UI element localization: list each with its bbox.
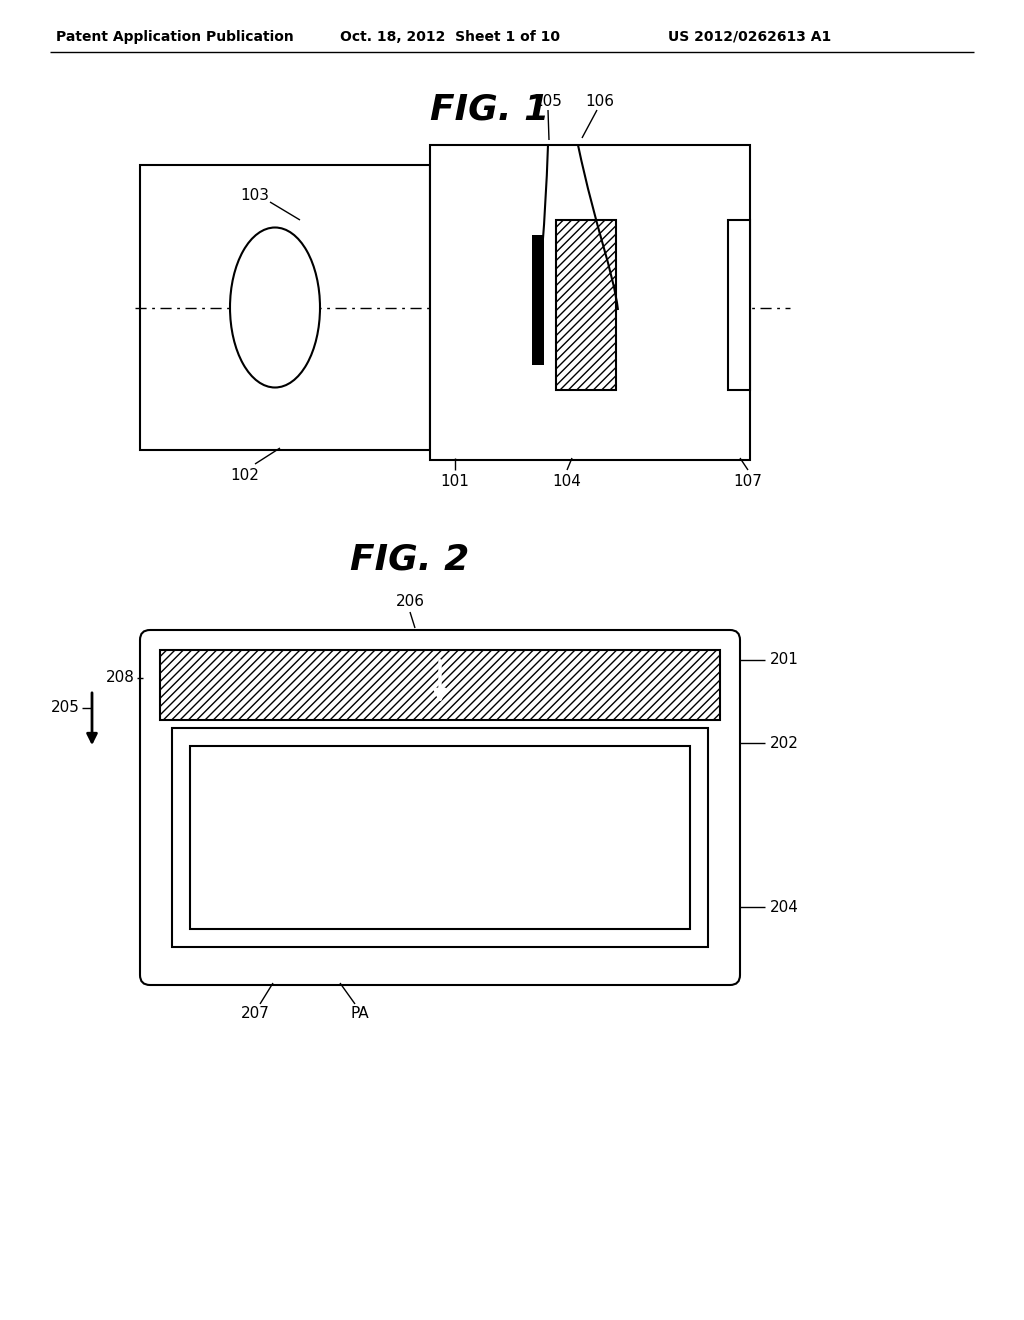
Text: 107: 107	[733, 474, 763, 490]
Text: 202: 202	[770, 735, 799, 751]
Text: 103: 103	[241, 187, 269, 202]
Text: 201: 201	[770, 652, 799, 668]
Text: 208: 208	[106, 671, 135, 685]
Bar	[160, 649, 720, 719]
Ellipse shape	[230, 227, 319, 388]
Text: 205: 205	[51, 701, 80, 715]
Text: PA: PA	[350, 1006, 370, 1020]
Text: FIG. 2: FIG. 2	[350, 543, 470, 577]
Bar	[190, 746, 690, 929]
Bar	[532, 235, 544, 366]
Bar	[140, 165, 430, 450]
Text: 204: 204	[770, 899, 799, 915]
Text: 104: 104	[553, 474, 582, 490]
Text: 207: 207	[241, 1006, 269, 1020]
Text: Oct. 18, 2012  Sheet 1 of 10: Oct. 18, 2012 Sheet 1 of 10	[340, 30, 560, 44]
Bar	[172, 729, 708, 946]
Bar	[728, 220, 750, 389]
Text: 206: 206	[395, 594, 425, 610]
Text: 102: 102	[230, 467, 259, 483]
Bar	[556, 220, 616, 389]
FancyBboxPatch shape	[140, 630, 740, 985]
Text: 101: 101	[440, 474, 469, 490]
Text: Patent Application Publication: Patent Application Publication	[56, 30, 294, 44]
Text: 105: 105	[534, 95, 562, 110]
Text: US 2012/0262613 A1: US 2012/0262613 A1	[669, 30, 831, 44]
Bar	[430, 145, 750, 459]
Text: 106: 106	[586, 95, 614, 110]
Text: FIG. 1: FIG. 1	[430, 92, 550, 127]
